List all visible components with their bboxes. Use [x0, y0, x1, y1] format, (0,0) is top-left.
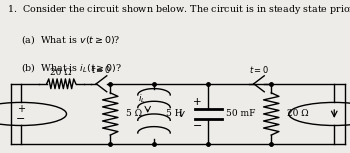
Text: +: +: [17, 104, 25, 114]
Text: 5 Ω: 5 Ω: [126, 109, 142, 118]
Text: 50 mF: 50 mF: [226, 109, 255, 118]
Text: $i_L$: $i_L$: [138, 93, 145, 105]
Text: $v$: $v$: [178, 109, 186, 119]
Text: $t=0$: $t=0$: [249, 64, 269, 75]
Text: (b)  What is $i_L(t \geq 0)$?: (b) What is $i_L(t \geq 0)$?: [21, 61, 122, 74]
Text: +: +: [194, 97, 202, 106]
Text: 20 Ω: 20 Ω: [287, 109, 309, 118]
Text: 5 H: 5 H: [166, 109, 183, 118]
Text: −: −: [16, 114, 26, 124]
Text: $t=0$: $t=0$: [91, 64, 112, 75]
Text: 20 Ω: 20 Ω: [50, 68, 72, 77]
Text: 1.  Consider the circuit shown below. The circuit is in steady state prior to $t: 1. Consider the circuit shown below. The…: [7, 3, 350, 16]
Text: −: −: [193, 121, 202, 131]
Text: (a)  What is $v(t \geq 0)$?: (a) What is $v(t \geq 0)$?: [21, 33, 120, 46]
